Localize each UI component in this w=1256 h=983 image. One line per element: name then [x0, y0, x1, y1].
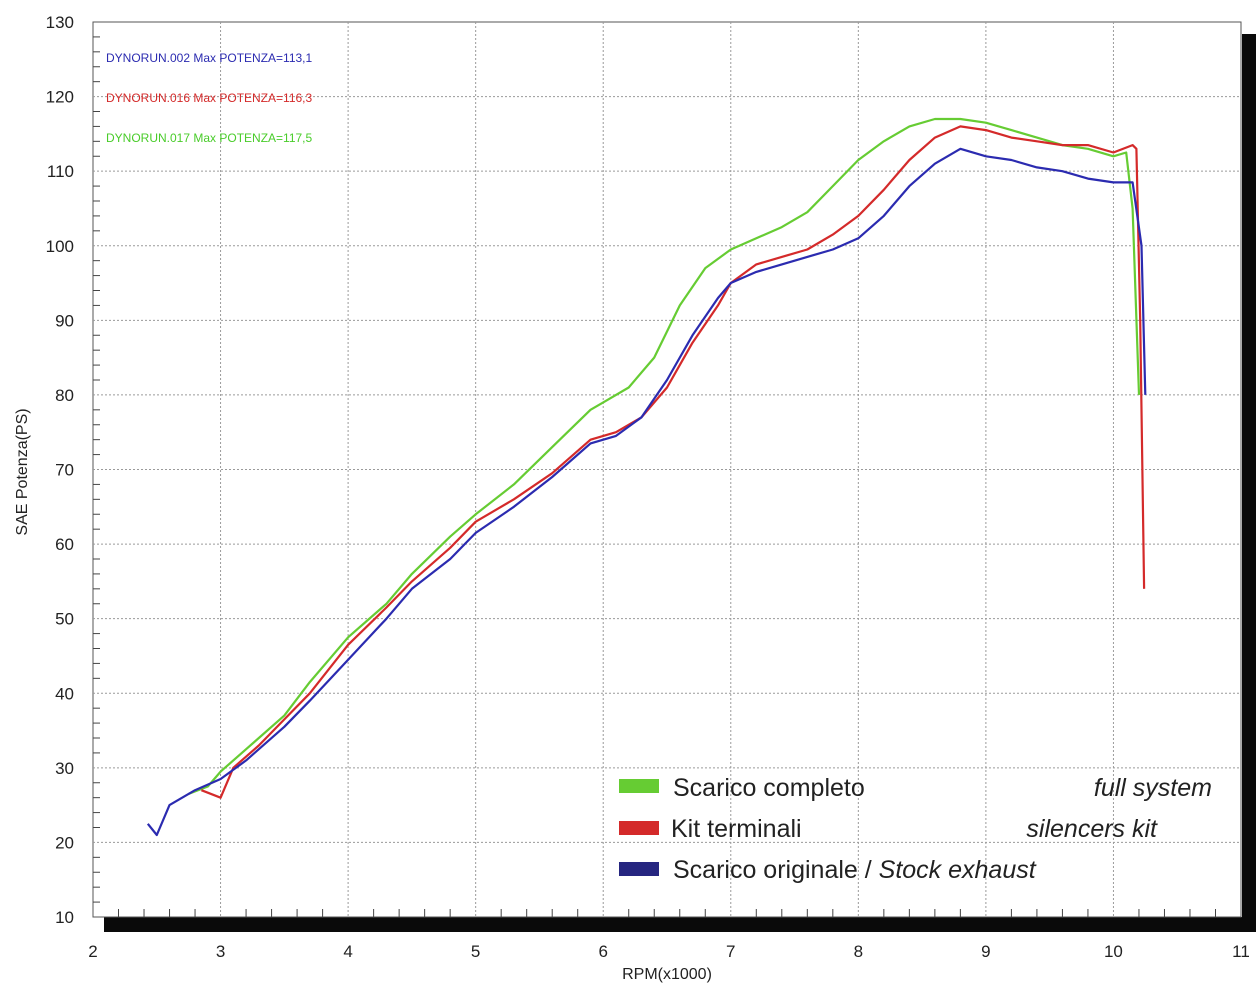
y-tick-label: 90	[55, 311, 74, 330]
legend-swatch-stock-exhaust	[619, 862, 659, 876]
x-axis-label: RPM(x1000)	[622, 966, 712, 983]
x-tick-label: 2	[88, 942, 97, 961]
legend-label-silencers-kit: silencers kit	[1026, 815, 1158, 843]
legend-label-full-system: full system	[1094, 774, 1212, 802]
x-tick-label: 8	[854, 942, 863, 961]
y-tick-label: 40	[55, 684, 74, 703]
legend: Scarico completo full system Kit termina…	[619, 774, 1212, 884]
x-tick-label: 6	[598, 942, 607, 961]
y-tick-label: 50	[55, 610, 74, 629]
x-tick-label: 5	[471, 942, 480, 961]
y-tick-label: 110	[47, 162, 74, 181]
y-tick-label: 20	[55, 833, 74, 852]
legend-swatch-silencers-kit	[619, 821, 659, 835]
legend-label-stock-exhaust: Stock exhaust	[879, 856, 1037, 884]
x-tick-label: 3	[216, 942, 225, 961]
x-tick-label: 4	[343, 942, 352, 961]
y-tick-label: 60	[55, 535, 74, 554]
run-label-0: DYNORUN.002 Max POTENZA=113,1	[106, 51, 313, 65]
legend-swatch-full-system	[619, 779, 659, 793]
y-tick-label: 10	[55, 908, 74, 927]
x-tick-label: 10	[1104, 942, 1123, 961]
grid	[93, 22, 1241, 917]
y-tick-label: 80	[55, 386, 74, 405]
series-line-0	[146, 147, 1147, 837]
series-lines	[146, 117, 1147, 837]
legend-label-stock: Scarico originale / Stock exhaust	[673, 856, 1037, 884]
x-tick-label: 7	[726, 942, 735, 961]
run-label-1: DYNORUN.016 Max POTENZA=116,3	[106, 91, 313, 105]
x-tick-label: 11	[1232, 942, 1250, 961]
axis-ticks: 2 3 4 5 6 7 8 9 10 11 10 20 30 40 50 60 70 80 90 100 110 120 1…	[46, 13, 1250, 961]
y-axis-label: SAE Potenza(PS)	[14, 408, 31, 535]
y-tick-label: 120	[46, 88, 74, 107]
run-labels: DYNORUN.002 Max POTENZA=113,1 DYNORUN.016…	[106, 51, 313, 145]
y-tick-label: 30	[55, 759, 74, 778]
run-label-2: DYNORUN.017 Max POTENZA=117,5	[106, 131, 313, 145]
y-tick-label: 100	[46, 237, 74, 256]
y-tick-label: 70	[55, 461, 74, 480]
x-tick-label: 9	[981, 942, 990, 961]
frame-shadow-right	[1242, 34, 1256, 932]
y-tick-label: 130	[46, 13, 74, 32]
frame-shadow-bottom	[104, 917, 1256, 932]
legend-label-scarico-completo: Scarico completo	[673, 774, 865, 802]
legend-label-kit-terminali: Kit terminali	[671, 815, 802, 843]
legend-label-scarico-originale: Scarico originale /	[673, 856, 879, 884]
series-line-2	[188, 117, 1141, 795]
